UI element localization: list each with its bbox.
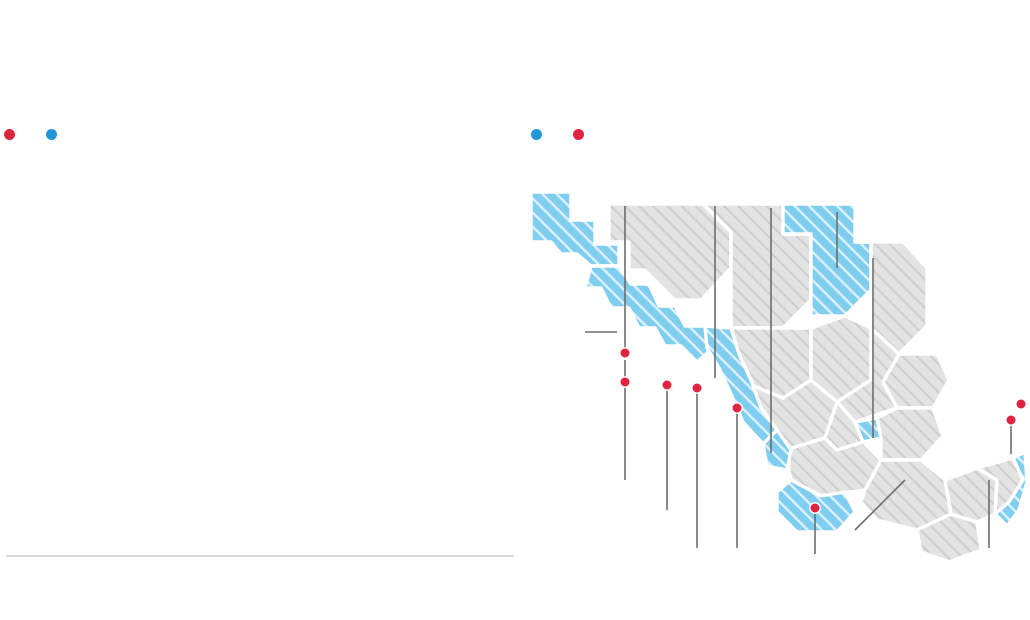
map-states-blue [529,190,1029,534]
mexico-map [525,150,1030,595]
dot-culiacan [661,379,673,391]
left-legend [4,129,62,140]
dot-benito-juarez [1015,398,1027,410]
legend-dot-icon [573,129,584,140]
map-leader-lines [585,206,1012,554]
state-bc [529,190,621,268]
state-quintana-roo [993,450,1029,528]
legend-dot-icon [4,129,15,140]
bar-chart [0,150,520,590]
state-nayarit [761,428,793,472]
mexico-map-svg [529,190,1029,564]
dot-la-paz [619,347,631,359]
dot-acapulco [809,502,821,514]
legend-item-promedio-nacional[interactable] [46,129,62,140]
state-coahuila [781,202,873,318]
state-bcs [583,264,715,364]
map-municipality-dots [619,347,1027,514]
legend-item-municipios[interactable] [573,129,589,140]
legend-item-estados[interactable] [531,129,547,140]
dot-tepic [731,402,743,414]
legend-dot-icon [531,129,542,140]
dot-solidaridad [1005,414,1017,426]
dot-los-cabos [619,376,631,388]
chart-baseline [6,555,514,557]
dot-mazatlan [691,382,703,394]
map-states-gray [607,202,1025,564]
right-legend [531,129,589,140]
legend-item-acapulco[interactable] [4,129,20,140]
legend-dot-icon [46,129,57,140]
